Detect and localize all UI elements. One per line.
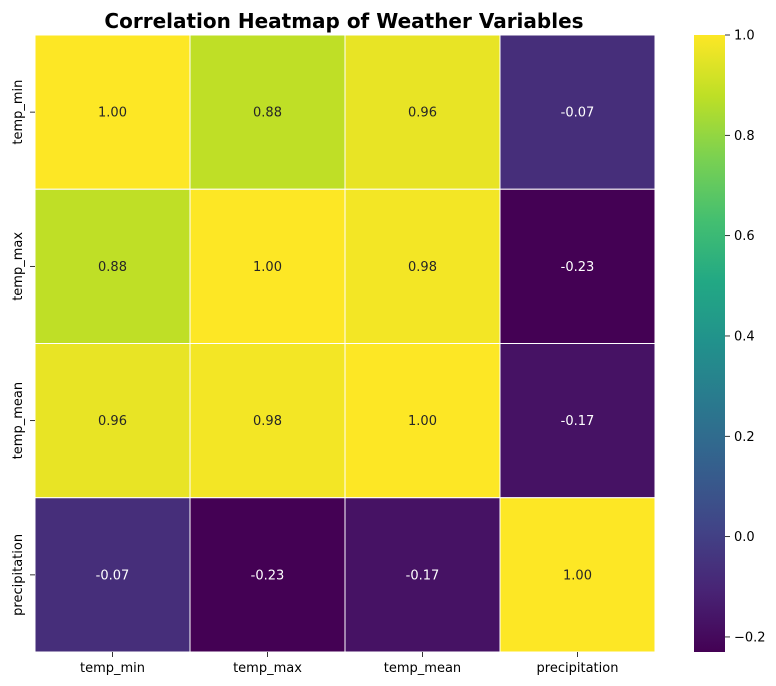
colorbar-tick-label: −0.2 <box>734 630 766 645</box>
cell-value-label: -0.07 <box>96 568 130 583</box>
heatmap-cell-precipitation-temp_mean <box>344 497 501 653</box>
cell-value-label: 0.98 <box>253 414 282 429</box>
y-tick-label: temp_mean <box>11 382 26 459</box>
cell-value-label: -0.23 <box>561 260 595 275</box>
heatmap-cell-temp_min-precipitation <box>499 34 656 190</box>
heatmap-cell-temp_min-temp_mean <box>344 34 501 190</box>
y-tick-label: temp_max <box>11 232 26 301</box>
cell-value-label: 0.96 <box>98 414 127 429</box>
heatmap-cell-temp_min-temp_min <box>34 34 191 190</box>
heatmap-cell-temp_mean-precipitation <box>499 343 656 499</box>
colorbar-tick-label: 0.6 <box>734 229 755 244</box>
heatmap-cell-temp_max-temp_min <box>34 188 191 344</box>
heatmap-cell-precipitation-temp_max <box>189 497 346 653</box>
colorbar-tick-label: 0.8 <box>734 129 755 144</box>
x-tick-label: temp_min <box>80 661 145 676</box>
cell-value-label: 1.00 <box>98 106 127 121</box>
cell-value-label: 1.00 <box>408 414 437 429</box>
y-tick-label: temp_min <box>11 80 26 145</box>
cell-value-label: 1.00 <box>253 260 282 275</box>
colorbar-tick-label: 0.2 <box>734 430 755 445</box>
heatmap-cell-temp_max-precipitation <box>499 188 656 344</box>
cell-value-label: -0.23 <box>251 568 285 583</box>
x-tick-label: temp_max <box>233 661 302 676</box>
y-tick-label: precipitation <box>11 534 26 616</box>
cell-value-label: -0.17 <box>406 568 440 583</box>
heatmap-cell-precipitation-temp_min <box>34 497 191 653</box>
colorbar-tick-label: 1.0 <box>734 29 755 44</box>
cell-value-label: 1.00 <box>563 568 592 583</box>
colorbar-tick-label: 0.4 <box>734 329 755 344</box>
x-tick-label: temp_mean <box>384 661 461 676</box>
cell-value-label: 0.88 <box>98 260 127 275</box>
heatmap-cell-temp_mean-temp_max <box>189 343 346 499</box>
heatmap-cell-temp_max-temp_max <box>189 188 346 344</box>
colorbar: −0.2 0.0 0.2 0.4 0.6 0.8 1.0 <box>694 29 766 652</box>
colorbar-tick-label: 0.0 <box>734 530 755 545</box>
cell-value-label: 0.96 <box>408 106 437 121</box>
cell-value-label: -0.07 <box>561 106 595 121</box>
y-axis: temp_min temp_max temp_mean precipitation <box>11 80 35 616</box>
colorbar-gradient <box>694 35 725 652</box>
heatmap-cell-temp_max-temp_mean <box>344 188 501 344</box>
heatmap-cell-precipitation-precipitation <box>499 497 656 653</box>
x-axis: temp_min temp_max temp_mean precipitation <box>80 652 618 676</box>
heatmap-cell-temp_min-temp_max <box>189 34 346 190</box>
cell-value-label: 0.98 <box>408 260 437 275</box>
heatmap-grid: 1.00 0.88 0.96 -0.07 0.88 1.00 0.98 -0.23 0.96 0.… <box>34 34 656 653</box>
chart-title: Correlation Heatmap of Weather Variables <box>104 9 583 33</box>
cell-value-label: -0.17 <box>561 414 595 429</box>
cell-value-label: 0.88 <box>253 106 282 121</box>
x-tick-label: precipitation <box>537 661 619 676</box>
